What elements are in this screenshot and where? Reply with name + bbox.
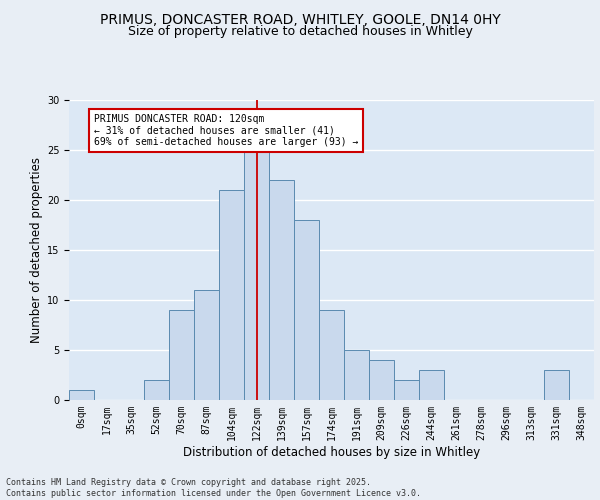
Bar: [169, 310, 194, 400]
Bar: [394, 380, 419, 400]
Bar: [244, 150, 269, 400]
Text: Size of property relative to detached houses in Whitley: Size of property relative to detached ho…: [128, 25, 472, 38]
Bar: [369, 360, 394, 400]
Bar: [419, 370, 444, 400]
Bar: [319, 310, 344, 400]
Text: Contains HM Land Registry data © Crown copyright and database right 2025.
Contai: Contains HM Land Registry data © Crown c…: [6, 478, 421, 498]
Bar: [344, 350, 369, 400]
Text: PRIMUS, DONCASTER ROAD, WHITLEY, GOOLE, DN14 0HY: PRIMUS, DONCASTER ROAD, WHITLEY, GOOLE, …: [100, 12, 500, 26]
Bar: [294, 220, 319, 400]
Text: PRIMUS DONCASTER ROAD: 120sqm
← 31% of detached houses are smaller (41)
69% of s: PRIMUS DONCASTER ROAD: 120sqm ← 31% of d…: [94, 114, 358, 147]
Bar: [194, 290, 219, 400]
Bar: [544, 370, 569, 400]
Y-axis label: Number of detached properties: Number of detached properties: [29, 157, 43, 343]
Bar: [69, 390, 94, 400]
Bar: [269, 180, 294, 400]
X-axis label: Distribution of detached houses by size in Whitley: Distribution of detached houses by size …: [183, 446, 480, 458]
Bar: [144, 380, 169, 400]
Bar: [219, 190, 244, 400]
